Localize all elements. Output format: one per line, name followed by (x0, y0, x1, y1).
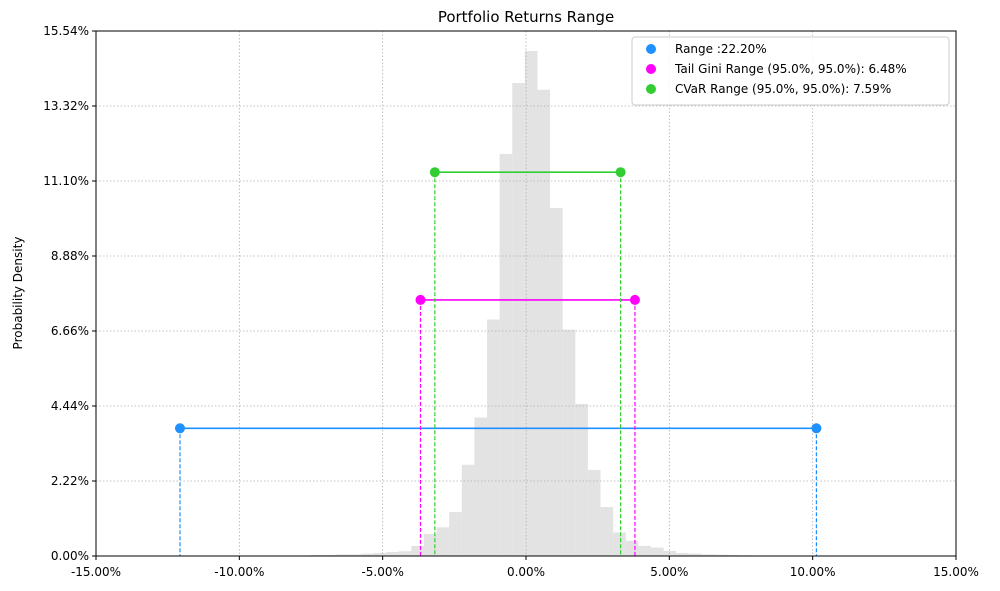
x-tick-label: 5.00% (650, 565, 688, 579)
y-tick-label: 15.54% (43, 24, 89, 38)
histogram-bar (360, 553, 374, 556)
range-point (615, 167, 626, 178)
histogram-bar (625, 540, 639, 556)
histogram-bar (688, 553, 702, 556)
histogram-bar (386, 551, 399, 556)
histogram-bar (449, 512, 462, 556)
histogram-bar (587, 469, 601, 556)
legend-box (631, 36, 950, 106)
histogram-bar (474, 417, 488, 556)
histogram-bar (663, 550, 677, 556)
y-tick-label: 2.22% (51, 474, 89, 488)
legend-marker (646, 84, 656, 94)
range-point (415, 294, 426, 305)
x-tick-label: 0.00% (507, 565, 545, 579)
range-point (174, 423, 185, 434)
histogram-bar (373, 552, 387, 556)
y-tick-label: 11.10% (43, 174, 89, 188)
histogram-bar (562, 329, 576, 556)
x-tick-label: 10.00% (790, 565, 836, 579)
histogram-bar (524, 50, 538, 556)
histogram-bar (423, 534, 437, 556)
range-point (629, 294, 640, 305)
legend-label: CVaR Range (95.0%, 95.0%): 7.59% (675, 82, 891, 96)
histogram-bar (461, 464, 475, 556)
y-tick-label: 6.66% (51, 324, 89, 338)
x-tick-label: -15.00% (71, 565, 121, 579)
histogram-bar (335, 554, 349, 556)
histogram-bar (323, 554, 336, 556)
legend-label: Range :22.20% (675, 42, 767, 56)
y-tick-label: 4.44% (51, 399, 89, 413)
legend-label: Tail Gini Range (95.0%, 95.0%): 6.48% (674, 62, 907, 76)
range-point (429, 167, 440, 178)
histogram-bar (600, 507, 614, 556)
y-axis-label: Probability Density (11, 237, 25, 350)
histogram-bar (436, 527, 450, 556)
y-tick-label: 13.32% (43, 99, 89, 113)
histogram-bar (676, 552, 689, 556)
legend-marker (646, 44, 656, 54)
x-tick-label: 15.00% (933, 565, 979, 579)
plot-area: -15.00% -10.00% -5.00% 0.00% 5.00% 10.00% 15.0… (43, 24, 979, 579)
histogram-bar (575, 403, 588, 556)
histogram-bar (499, 153, 513, 557)
y-tick-label: 0.00% (51, 549, 89, 563)
y-tick-label: 8.88% (51, 249, 89, 263)
x-tick-label: -5.00% (361, 565, 403, 579)
histogram-bar (487, 319, 500, 556)
histogram-bar (726, 554, 740, 556)
range-point (811, 423, 822, 434)
histogram-bar (638, 545, 651, 556)
histogram-bar (537, 89, 551, 556)
histogram-bar (650, 547, 664, 556)
histogram-bar (613, 532, 626, 556)
histogram-bar (411, 545, 424, 556)
histogram-bar (550, 208, 563, 556)
histogram-bar (701, 554, 715, 556)
histogram-bar (310, 554, 324, 556)
legend-marker (646, 64, 656, 74)
x-tick-label: -10.00% (214, 565, 264, 579)
histogram-bar (348, 554, 361, 556)
histogram-bar (714, 554, 727, 556)
histogram-bar (398, 551, 412, 556)
histogram-bar (512, 83, 525, 556)
chart-title: Portfolio Returns Range (438, 8, 614, 26)
